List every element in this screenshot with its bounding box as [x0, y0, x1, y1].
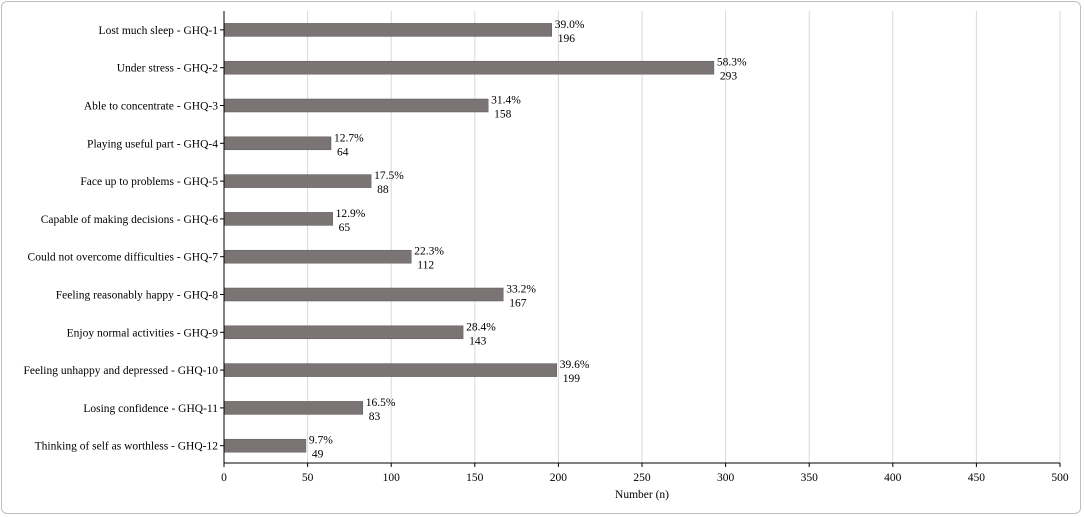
percent-label: 39.6% — [560, 359, 590, 371]
count-label: 293 — [720, 71, 738, 83]
count-label: 158 — [494, 109, 512, 121]
x-tick-label: 150 — [466, 472, 484, 484]
x-tick-label: 100 — [383, 472, 401, 484]
x-tick-label: 350 — [801, 472, 819, 484]
category-label: Feeling reasonably happy - GHQ-8 — [56, 290, 218, 302]
percent-label: 12.7% — [334, 132, 364, 144]
category-label: Enjoy normal activities - GHQ-9 — [67, 327, 219, 339]
bar — [223, 249, 412, 264]
bars — [223, 23, 715, 453]
count-label: 83 — [369, 411, 381, 423]
category-label: Thinking of self as worthless - GHQ-12 — [35, 441, 219, 453]
x-tick-label: 0 — [221, 472, 227, 484]
bar — [223, 438, 307, 453]
labels: Lost much sleep - GHQ-1 39.0% 196 Under str… — [24, 19, 748, 461]
bar — [223, 23, 552, 37]
bar — [223, 363, 557, 377]
count-label: 64 — [337, 146, 349, 158]
category-label: Under stress - GHQ-2 — [117, 63, 218, 75]
bar — [223, 60, 715, 75]
percent-label: 12.9% — [336, 208, 366, 220]
count-label: 49 — [312, 449, 324, 461]
x-tick-label: 200 — [550, 472, 568, 484]
count-label: 143 — [469, 335, 487, 347]
percent-label: 31.4% — [491, 95, 521, 107]
gridlines — [307, 11, 1061, 463]
x-axis-title: Number (n) — [615, 489, 669, 501]
count-label: 88 — [377, 184, 389, 196]
percent-label: 28.4% — [466, 321, 496, 333]
x-tick-label: 300 — [717, 472, 735, 484]
category-label: Playing useful part - GHQ-4 — [87, 138, 218, 150]
axes: 0 50 100 150 200 250 300 350 400 450 500 — [220, 11, 1069, 484]
percent-label: 33.2% — [506, 284, 536, 296]
bar — [223, 287, 504, 302]
bar — [223, 401, 364, 415]
percent-label: 17.5% — [374, 170, 404, 182]
percent-label: 9.7% — [309, 435, 333, 447]
category-label: Able to concentrate - GHQ-3 — [84, 101, 218, 113]
count-label: 112 — [417, 260, 434, 272]
bar — [223, 136, 332, 151]
bar — [223, 325, 464, 340]
bar — [223, 98, 489, 113]
x-tick-label: 250 — [633, 472, 651, 484]
x-tick-label: 400 — [884, 472, 902, 484]
count-label: 196 — [558, 33, 576, 45]
count-label: 199 — [563, 373, 581, 385]
percent-label: 58.3% — [717, 57, 747, 69]
x-tick-label: 450 — [968, 472, 986, 484]
percent-label: 16.5% — [366, 397, 396, 409]
category-label: Capable of making decisions - GHQ-6 — [41, 214, 219, 226]
x-tick-label: 50 — [302, 472, 314, 484]
category-label: Losing confidence - GHQ-11 — [83, 403, 218, 415]
category-label: Could not overcome difficulties - GHQ-7 — [28, 252, 219, 264]
count-label: 65 — [339, 222, 351, 234]
bar — [223, 174, 372, 188]
count-label: 167 — [509, 298, 527, 310]
category-label: Feeling unhappy and depressed - GHQ-10 — [24, 365, 219, 377]
percent-label: 39.0% — [555, 19, 585, 31]
percent-label: 22.3% — [414, 246, 444, 258]
category-label: Lost much sleep - GHQ-1 — [99, 25, 219, 37]
category-label: Face up to problems - GHQ-5 — [80, 176, 218, 188]
x-tick-label: 500 — [1051, 472, 1069, 484]
bar — [223, 212, 333, 226]
